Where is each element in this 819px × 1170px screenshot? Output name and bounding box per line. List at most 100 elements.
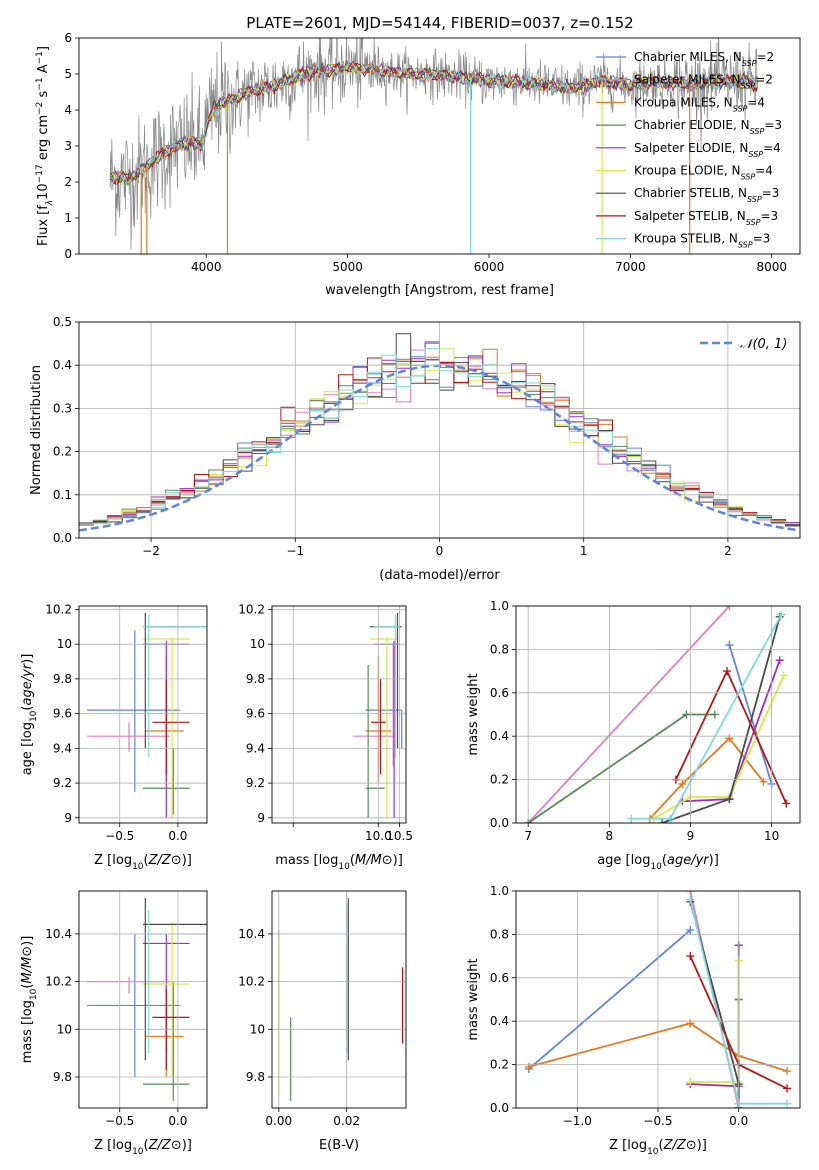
legend-name: Salpeter MILES, N [634, 73, 741, 87]
data-spectrum [109, 38, 758, 250]
data-point-marker [725, 606, 734, 610]
y-tick-label: 0.2 [490, 1058, 509, 1072]
x-tick-label: −0.5 [105, 1114, 134, 1128]
data-point-marker [775, 656, 784, 665]
legend-sub: SSP [741, 81, 756, 90]
x-axis-label: (data-model)/error [379, 568, 500, 583]
axes-frame [78, 605, 208, 824]
label-part: erg cm [36, 115, 51, 164]
legend-name: Chabrier STELIB, N [634, 186, 747, 200]
y-tick-label: 0.4 [490, 1014, 509, 1028]
x-tick-label: 0.0 [729, 1114, 748, 1128]
legend-sub: SSP [741, 172, 756, 181]
data-point-marker [686, 1019, 695, 1028]
y-tick-label: 0.0 [490, 816, 509, 830]
model-spectrum-line [109, 60, 759, 187]
legend-name: Chabrier MILES, N [634, 50, 742, 64]
legend-nssp: =4 [755, 164, 773, 178]
data-point-marker [686, 895, 695, 904]
y-tick-label: 9.4 [53, 741, 72, 755]
label-part: Z/Z⊙ [148, 1138, 182, 1153]
y-tick-label: 9.8 [246, 672, 265, 686]
series-line [527, 606, 731, 823]
x-tick-label: 0.00 [265, 1114, 292, 1128]
y-tick-label: 10 [57, 1022, 72, 1036]
y-tick-label: 0.2 [53, 445, 72, 459]
legend-entry: Kroupa ELODIE, NSSP=4 [634, 164, 773, 182]
label-part: )] [709, 853, 719, 868]
legend-name: Kroupa STELIB, N [634, 232, 738, 246]
y-tick-label: 9.6 [53, 707, 72, 721]
y-tick-label: 4 [64, 103, 72, 117]
y-axis-label: mass weight [466, 673, 481, 755]
data-point-marker [725, 795, 734, 804]
y-tick-label: 0 [64, 247, 72, 261]
label-part: λ [45, 200, 55, 206]
data-point-marker [725, 734, 734, 743]
y-tick-label: 9 [64, 811, 72, 825]
y-tick-label: 0.1 [53, 488, 72, 502]
label-part: )] [182, 853, 192, 868]
x-axis-label: age [log10(age/yr)] [597, 853, 719, 872]
figure-title: PLATE=2601, MJD=54144, FIBERID=0037, z=0… [246, 14, 633, 32]
y-tick-label: 10 [250, 637, 265, 651]
y-tick-label: 10.2 [45, 975, 72, 989]
series-line [528, 1022, 788, 1072]
label-part: 10 [132, 862, 144, 872]
legend-name: Salpeter STELIB, N [634, 209, 746, 223]
label-part: age [log [597, 853, 650, 868]
data-point-marker [682, 710, 691, 719]
legend-nssp: =2 [755, 73, 773, 87]
y-tick-label: 9.8 [53, 672, 72, 686]
legend-sub: SSP [747, 195, 762, 204]
y-tick-label: 10.2 [238, 602, 265, 616]
data-point-marker [783, 1067, 792, 1076]
data-point-marker [666, 814, 675, 823]
legend-sub: SSP [746, 217, 761, 226]
axes-frame [78, 321, 801, 539]
chart-spectrum: 4000 5000 6000 7000 8000 0 1 2 3 4 5 6 Chabrier MILE… [35, 31, 801, 298]
label-part: M/M⊙ [355, 853, 393, 868]
label-part: ( [659, 1138, 664, 1153]
label-part: age/yr [20, 662, 35, 705]
y-tick-label: 0.5 [53, 315, 72, 329]
legend-sub: SSP [750, 127, 765, 136]
data-point-marker [782, 799, 791, 808]
x-axis-label: Z [log10(Z/Z⊙)] [94, 1138, 192, 1157]
y-tick-label: 1.0 [490, 884, 509, 898]
legend-name: Salpeter ELODIE, N [634, 141, 748, 155]
x-axis-label: mass [log10(M/M⊙)] [275, 853, 403, 872]
label-part: −1 [35, 51, 45, 64]
x-tick-label: 10.0 [365, 829, 392, 843]
plot-area [87, 898, 207, 1101]
plot-area [109, 38, 759, 254]
legend-nssp: =3 [762, 186, 780, 200]
y-tick-label: 9.2 [53, 776, 72, 790]
legend-entry: Salpeter MILES, NSSP=2 [634, 73, 773, 91]
label-part: Z [log [94, 1138, 132, 1153]
label-part: ( [20, 706, 35, 711]
legend-nssp: =4 [763, 141, 781, 155]
label-part: age/yr [667, 853, 710, 868]
legend-name: Chabrier ELODIE, N [634, 118, 750, 132]
y-tick-label: 0.0 [53, 531, 72, 545]
y-axis-label: Flux [fλ10−17 erg cm−2 s−1 A−1] [35, 46, 55, 246]
label-part: mass [log [275, 853, 338, 868]
y-tick-label: 9.2 [246, 776, 265, 790]
label-part: )] [393, 853, 403, 868]
y-axis-label: age [log10(age/yr)] [20, 654, 39, 776]
chart-residuals: −2 −1 0 1 2 0.0 0.1 0.2 0.3 0.4 0.5 𝒩(0, 1) (data-mo… [29, 315, 801, 583]
label-part: age [log [20, 722, 35, 775]
y-tick-label: 10 [250, 1022, 265, 1036]
legend-entry: Kroupa MILES, NSSP=4 [634, 95, 765, 113]
legend-name: Kroupa MILES, N [634, 95, 733, 109]
y-tick-label: 1.0 [490, 599, 509, 613]
y-axis-label: mass [log10(M/M⊙)] [20, 936, 39, 1064]
data-point-marker [686, 1077, 695, 1086]
legend-entry: Kroupa STELIB, NSSP=3 [634, 232, 770, 250]
label-part: 10 [36, 183, 51, 200]
label-part: Flux [f [36, 205, 51, 246]
